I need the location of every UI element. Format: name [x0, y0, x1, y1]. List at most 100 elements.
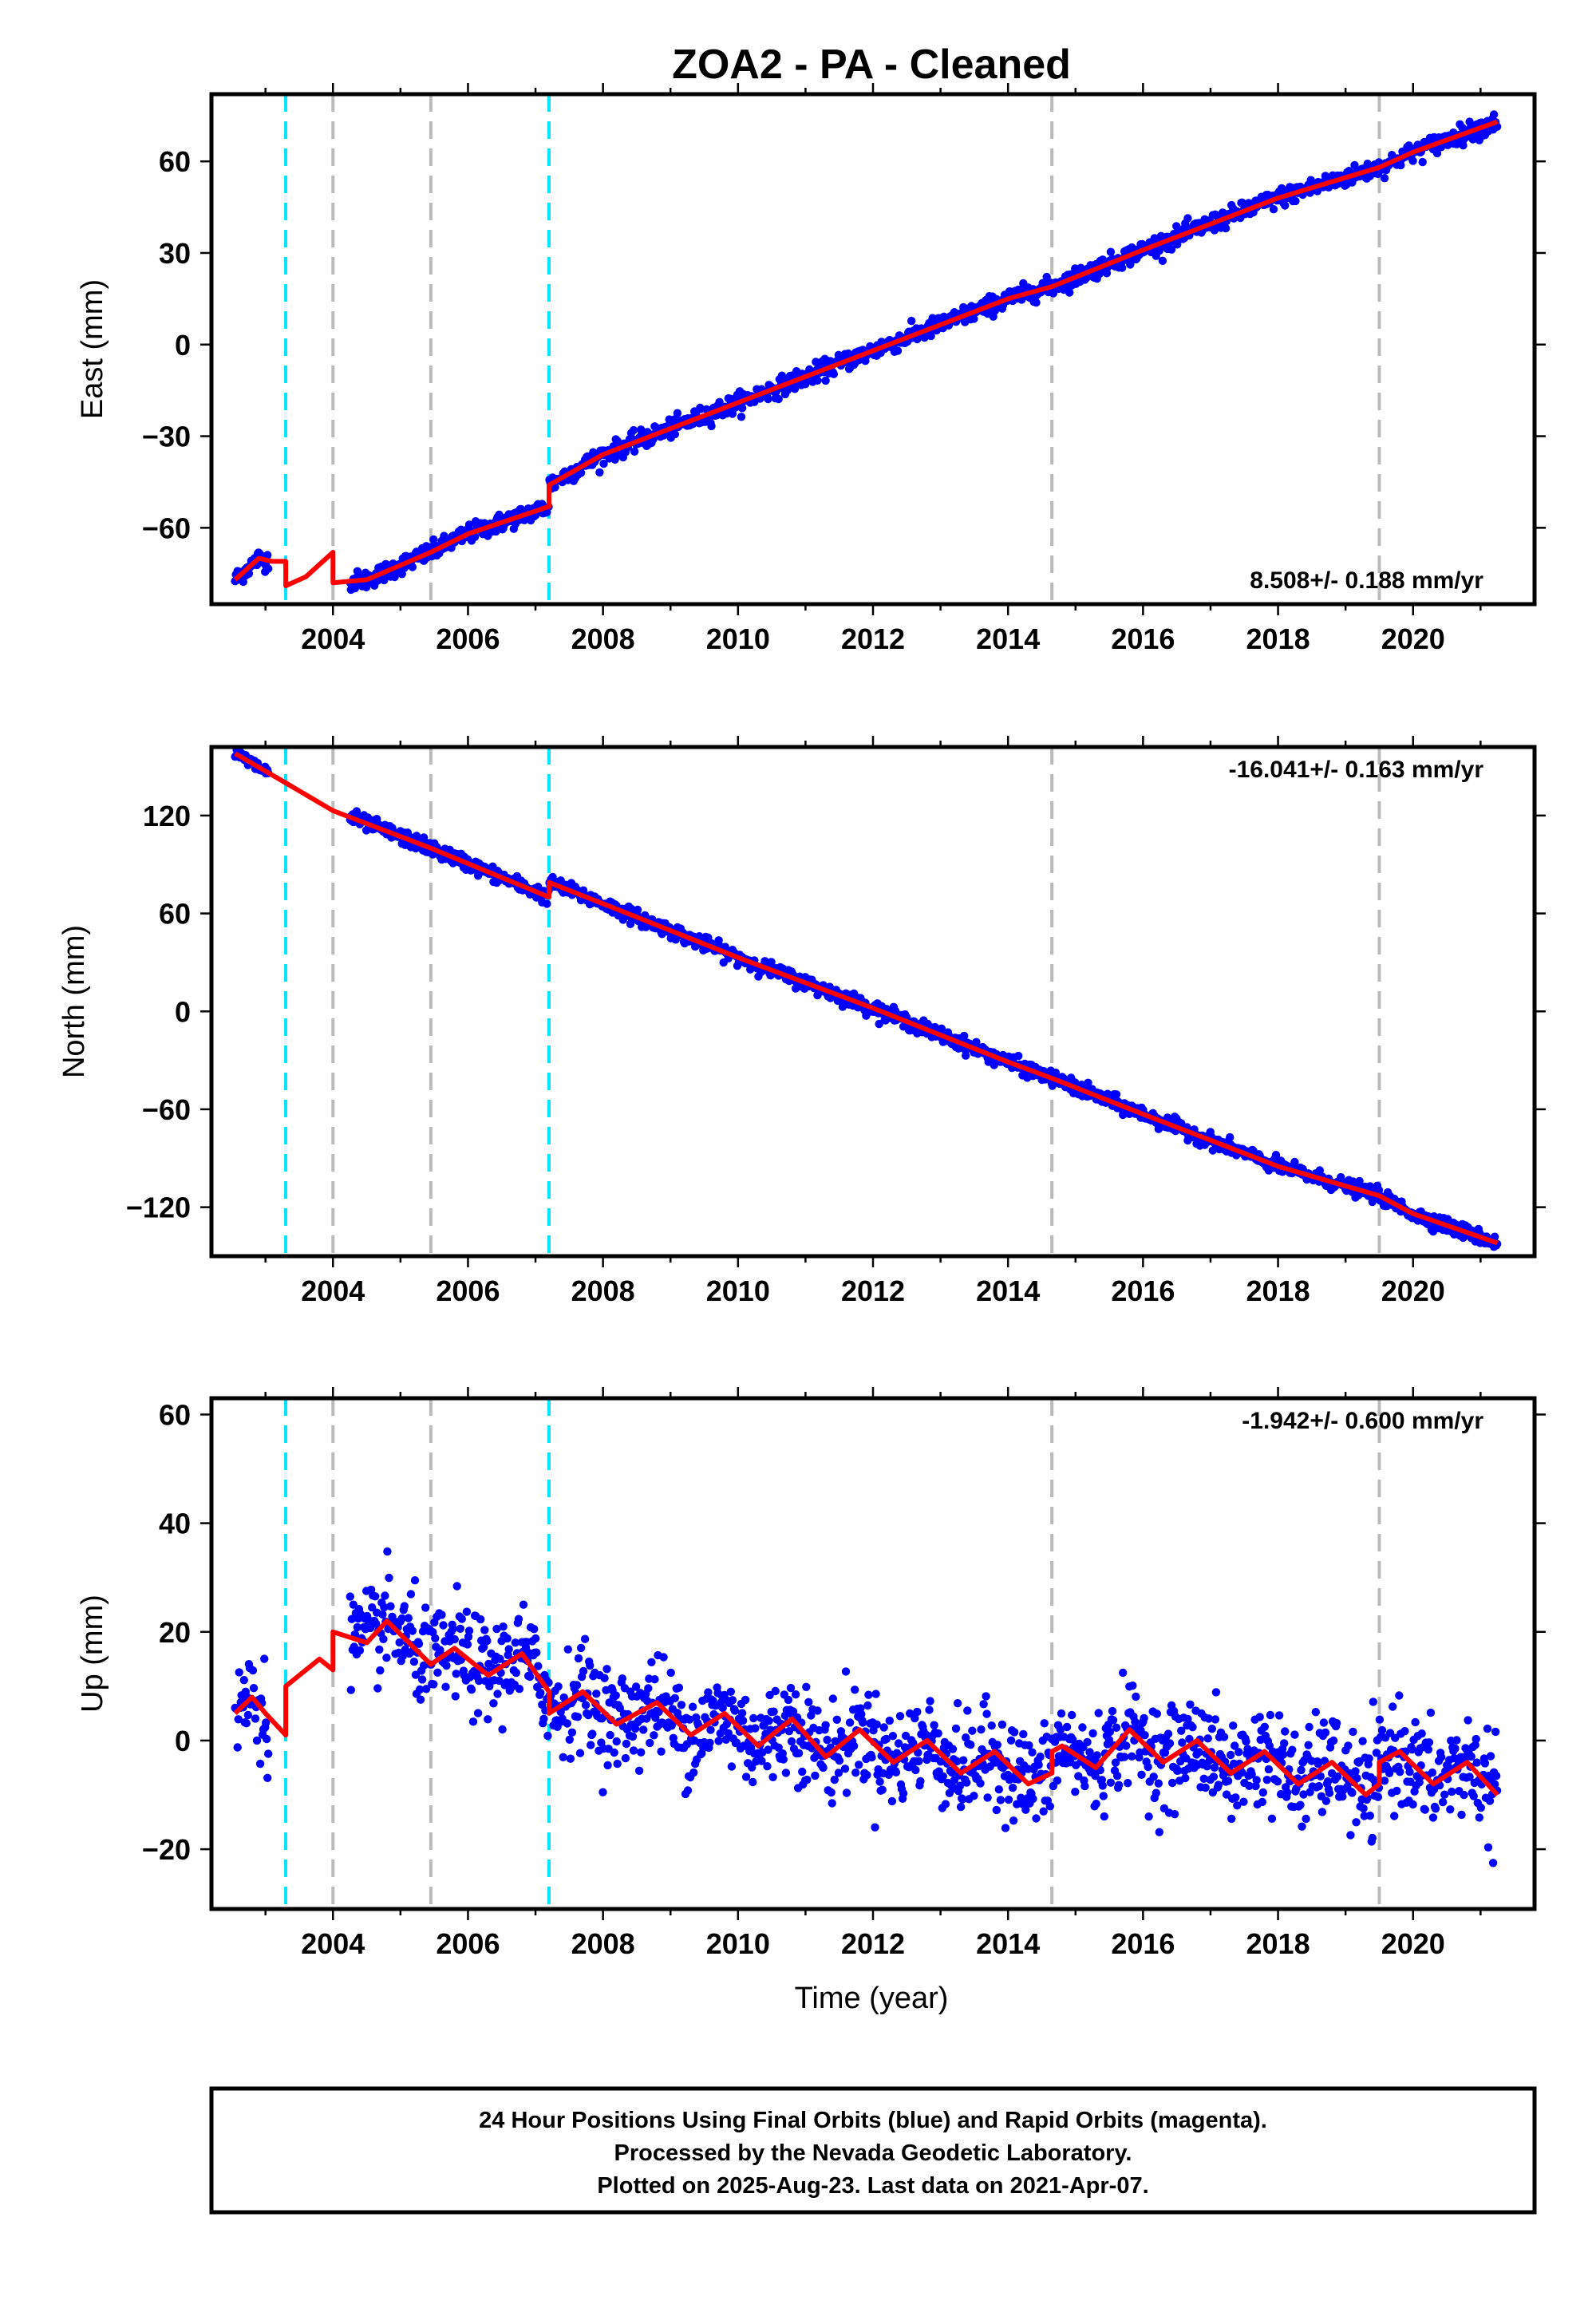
data-point [1221, 223, 1231, 233]
data-point [573, 1713, 583, 1721]
data-point [382, 1654, 391, 1662]
data-point [913, 1707, 922, 1717]
data-point [794, 1749, 804, 1757]
data-point [615, 1704, 624, 1713]
data-point [728, 409, 737, 418]
data-point [1375, 1715, 1385, 1724]
data-point [581, 1701, 591, 1709]
data-point [845, 1718, 855, 1727]
data-point [970, 1792, 978, 1800]
data-point [1227, 1750, 1235, 1760]
data-point [602, 1665, 611, 1674]
data-point [774, 1743, 783, 1752]
data-point [437, 1611, 446, 1619]
data-point [1065, 288, 1074, 297]
x-axis-label: Time (year) [795, 1982, 949, 2015]
data-point [1111, 1758, 1120, 1767]
data-point [911, 1765, 920, 1775]
data-point [263, 551, 272, 559]
data-point [1227, 1814, 1236, 1824]
data-point [264, 564, 273, 573]
data-point [1333, 1772, 1342, 1781]
data-point [650, 1731, 658, 1740]
data-point [618, 1674, 626, 1683]
data-point [1251, 1781, 1260, 1791]
data-point [1426, 1708, 1436, 1717]
data-point [834, 1769, 843, 1777]
data-point [1428, 1768, 1437, 1777]
data-point [365, 1623, 375, 1633]
data-point [255, 1759, 265, 1769]
data-point [1405, 1768, 1414, 1777]
data-point [496, 1654, 504, 1663]
data-point [1281, 201, 1290, 210]
data-point [421, 1603, 430, 1612]
data-point [788, 1707, 798, 1716]
data-point [480, 1626, 489, 1634]
x-tick-label: 2012 [841, 1927, 905, 1960]
data-point [1351, 1767, 1360, 1776]
data-point [1219, 1771, 1228, 1780]
data-point [654, 1707, 663, 1717]
data-point [966, 1741, 975, 1749]
data-point [1152, 1788, 1161, 1797]
y-tick-label: −60 [142, 1093, 191, 1126]
data-point [499, 1622, 508, 1631]
data-point [657, 1747, 666, 1756]
y-tick-label: −20 [142, 1833, 191, 1866]
data-point [371, 1592, 380, 1601]
y-tick-label: 0 [175, 995, 191, 1028]
data-point [1278, 1750, 1288, 1759]
data-point [1094, 1709, 1103, 1717]
data-point [972, 1037, 981, 1047]
y-axis-label: East (mm) [76, 279, 109, 419]
data-point [683, 1786, 693, 1795]
data-point [1296, 1800, 1305, 1809]
data-point [1315, 1166, 1325, 1175]
data-point [1114, 1780, 1124, 1789]
data-point [448, 1625, 457, 1634]
data-point [1137, 1770, 1146, 1779]
data-point [1323, 1777, 1333, 1786]
data-point [431, 1634, 440, 1642]
data-point [849, 1741, 859, 1750]
data-point [829, 370, 839, 378]
data-point [574, 1654, 583, 1663]
data-point [1131, 1717, 1140, 1726]
data-point [1438, 1797, 1448, 1807]
data-point [1112, 1772, 1122, 1780]
data-point [1017, 1793, 1025, 1802]
data-point [1154, 1779, 1163, 1788]
data-point [611, 1691, 620, 1700]
data-point [901, 1731, 911, 1741]
data-point [1238, 1768, 1246, 1777]
data-point [863, 1701, 872, 1710]
data-point [803, 1775, 812, 1784]
data-point [1255, 1713, 1264, 1721]
data-point [1208, 1788, 1218, 1797]
data-point [798, 1767, 807, 1777]
data-point [1467, 1752, 1476, 1761]
data-point [1281, 1727, 1290, 1736]
data-point [1459, 141, 1468, 150]
data-point [764, 394, 772, 404]
data-point [262, 1718, 271, 1727]
data-point [688, 1702, 697, 1711]
data-point [554, 1682, 563, 1691]
data-point [1283, 1788, 1292, 1797]
data-point [1170, 1810, 1179, 1819]
data-point [1365, 1811, 1375, 1820]
data-point [565, 1735, 574, 1744]
data-point [821, 1721, 830, 1729]
data-point [355, 1646, 365, 1655]
data-point [1057, 1709, 1066, 1718]
data-point [630, 447, 639, 456]
data-point [233, 1743, 242, 1752]
data-point [628, 1732, 638, 1741]
x-tick-label: 2004 [301, 622, 365, 655]
data-point [992, 1805, 1001, 1815]
data-point [764, 1745, 772, 1754]
data-point [633, 905, 642, 915]
x-tick-label: 2020 [1381, 622, 1445, 655]
data-point [751, 1724, 760, 1733]
